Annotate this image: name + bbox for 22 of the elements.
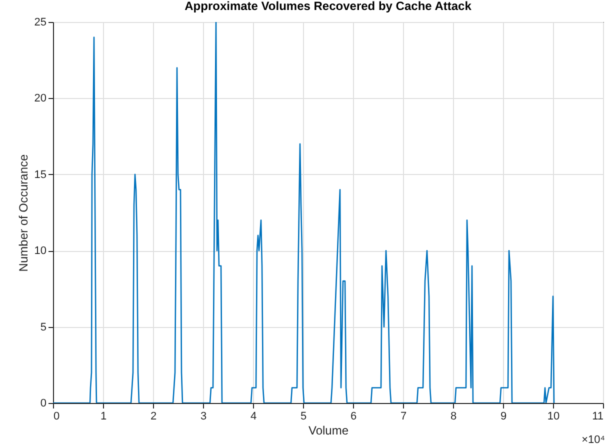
y-tick-label: 20 (34, 92, 46, 105)
y-tick-label: 10 (34, 245, 46, 258)
x-tick-label: 8 (450, 410, 457, 422)
x-axis-title: Volume (308, 424, 349, 438)
x-tick-label: 6 (350, 410, 357, 422)
y-tick-label: 25 (34, 16, 46, 28)
y-tick-label: 0 (40, 398, 46, 410)
y-tick-label: 5 (40, 321, 46, 334)
x-tick-label: 4 (250, 410, 257, 422)
x-tick-label: 2 (150, 410, 157, 422)
x-tick-label: 0 (54, 410, 60, 422)
chart-title: Approximate Volumes Recovered by Cache Attack (184, 0, 472, 13)
x-tick-label: 11 (592, 410, 604, 422)
x-tick-label: 10 (547, 410, 560, 422)
x-tick-label: 9 (500, 410, 507, 422)
text: ×10⁴ (582, 434, 606, 446)
y-axis-title: Number of Occurance (16, 154, 30, 272)
x-tick-label: 1 (100, 410, 107, 422)
x-tick-label: 7 (400, 410, 407, 422)
y-tick-label: 15 (34, 168, 46, 181)
x-tick-label: 5 (300, 410, 307, 422)
x-tick-label: 3 (200, 410, 207, 422)
